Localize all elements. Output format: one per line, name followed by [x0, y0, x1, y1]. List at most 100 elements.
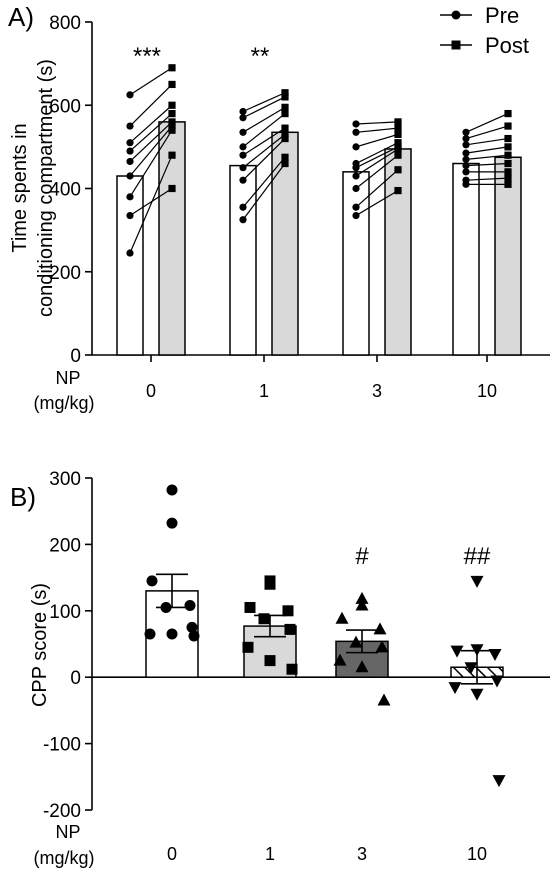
panel-a-pair-line — [242, 127, 286, 156]
panel-b-xlabel-line2: (mg/kg) — [33, 848, 94, 868]
panel-b-point — [355, 660, 369, 673]
panel-b-point — [160, 601, 172, 613]
panel-b-point — [166, 628, 178, 640]
panel-b-y-tick-label: -200 — [43, 801, 81, 822]
panel-a-point-pre — [239, 107, 247, 116]
legend-pre-marker — [451, 10, 461, 20]
panel-a-significance: ** — [251, 43, 270, 70]
panel-a-pair-line — [129, 113, 173, 152]
panel-a-point-post — [394, 166, 402, 174]
panel-a-pair-line — [465, 162, 509, 167]
panel-b-ylabel: CPP score (s) — [29, 583, 51, 707]
panel-a-point-pre — [352, 172, 360, 180]
panel-a-point-pre — [352, 211, 360, 220]
panel-a-point-post — [168, 122, 176, 130]
panel-a-point-pre — [126, 139, 134, 147]
panel-a-point-post — [281, 134, 289, 143]
panel-a-point-post — [281, 93, 289, 101]
panel-a-point-post — [504, 109, 512, 118]
panel-b-significance: # — [355, 543, 369, 570]
panel-a-point-pre — [352, 184, 360, 193]
panel-b-point — [284, 623, 296, 635]
panel-b-point — [492, 775, 506, 788]
panel-a-point-post — [504, 180, 512, 188]
panel-a-point-post — [394, 124, 402, 132]
panel-a-point-post — [504, 168, 512, 176]
panel-b-point — [448, 682, 462, 695]
panel-a-bar-post — [158, 121, 186, 356]
panel-b-xlabel-line1: NP — [55, 822, 80, 842]
panel-b-significance: ## — [464, 543, 491, 570]
panel-a-point-post — [168, 126, 176, 134]
panel-a-y-tick-label: 0 — [70, 346, 81, 367]
panel-b-point — [464, 662, 478, 675]
panel-a-bar-pre — [452, 162, 480, 356]
panel-a-point-pre — [462, 134, 470, 143]
panel-a-point-pre — [239, 114, 247, 122]
panel-a-significance: *** — [133, 43, 161, 70]
panel-a-pair-line — [465, 154, 509, 160]
panel-a-point-post — [168, 118, 176, 126]
panel-a-point-pre — [352, 203, 360, 211]
panel-a-point-pre — [462, 141, 470, 149]
panel-a-point-post — [168, 80, 176, 89]
panel-a-pair-line — [242, 133, 286, 169]
panel-a-pair-line — [242, 92, 286, 113]
panel-a-point-pre — [126, 193, 134, 201]
panel-b-point — [470, 575, 484, 588]
panel-a-pair-line — [355, 142, 399, 165]
panel-b-point — [349, 635, 363, 648]
panel-b-x-tick-label: 3 — [357, 844, 367, 864]
panel-b-point — [450, 645, 464, 658]
panel-b-point — [335, 611, 349, 624]
panel-b-x-tick-label: 10 — [467, 844, 487, 864]
panel-a-point-post — [281, 103, 289, 111]
panel-b-point — [375, 640, 389, 653]
legend-pre-label: Pre — [485, 3, 519, 28]
panel-a-pair-line — [129, 104, 173, 144]
panel-a-pair-line — [129, 67, 173, 96]
panel-b-point — [286, 663, 298, 675]
panel-a-point-pre — [239, 151, 247, 159]
panel-b-point — [166, 517, 178, 529]
panel-a-point-post — [504, 134, 512, 143]
panel-a-pair-line — [242, 96, 286, 119]
panel-a-pair-line — [129, 129, 173, 198]
panel-a-point-pre — [239, 164, 247, 172]
panel-b-x-tick-label: 1 — [265, 844, 275, 864]
panel-a-bar-pre — [229, 164, 257, 356]
panel-b-point — [373, 622, 387, 635]
panel-a-point-post — [168, 109, 176, 118]
panel-a-pair-line — [465, 146, 509, 154]
panel-a-point-post — [281, 89, 289, 97]
panel-a-point-post — [281, 124, 289, 132]
panel-a-pair-line — [242, 163, 286, 221]
panel-a-point-post — [281, 130, 289, 138]
panel-a-y-tick-label: 200 — [49, 263, 81, 284]
panel-a-pair-line — [355, 154, 399, 189]
panel-a-pair-line — [465, 113, 509, 133]
panel-b-y-tick-label: -100 — [43, 735, 81, 756]
panel-a-ylabel-line1: Time spents in — [9, 123, 31, 252]
panel-a-legend: Pre Post — [440, 3, 529, 58]
panel-a-point-pre — [126, 249, 134, 257]
panel-a-point-pre — [462, 168, 470, 176]
panel-b-point — [264, 655, 276, 667]
panel-a-point-pre — [352, 128, 360, 136]
panel-b-point — [470, 644, 484, 657]
panel-b-point — [242, 641, 254, 653]
panel-a-point-post — [504, 174, 512, 182]
panel-a-point-post — [504, 143, 512, 151]
panel-a-bar-pre — [116, 175, 144, 356]
panel-a-label: A) — [8, 2, 34, 32]
panel-a-bar-post — [384, 148, 412, 356]
panel-b-point — [282, 605, 294, 617]
panel-a-pair-line — [129, 121, 173, 162]
panel-a-pair-line — [129, 125, 173, 177]
panel-b-y-tick-label: 200 — [49, 535, 81, 556]
panel-a-pair-line — [465, 137, 509, 146]
panel-a-point-pre — [462, 180, 470, 188]
panel-a-point-pre — [352, 143, 360, 151]
